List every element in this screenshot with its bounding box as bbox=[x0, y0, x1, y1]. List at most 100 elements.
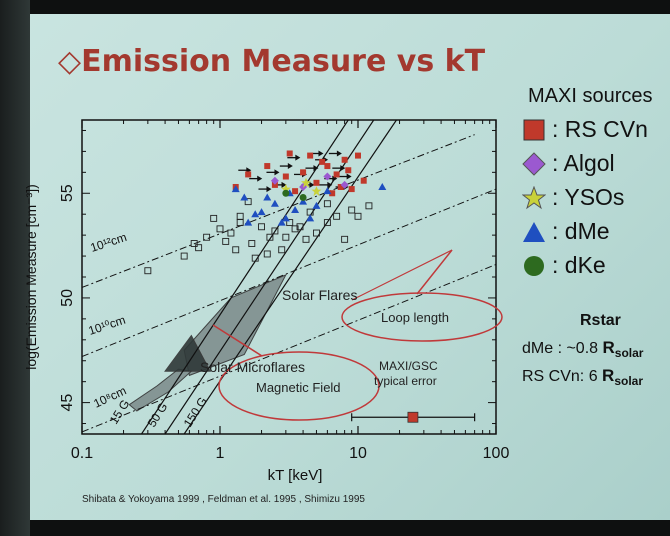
rs-cvn-point bbox=[245, 171, 252, 178]
legend-label: : YSOs bbox=[552, 184, 625, 210]
legend-label: : RS CVn bbox=[552, 116, 648, 142]
region-inner-flare-wedge bbox=[164, 334, 212, 372]
dke-point bbox=[299, 193, 307, 201]
literature-point bbox=[216, 225, 224, 233]
dme-point bbox=[270, 199, 279, 207]
dme-point bbox=[251, 210, 260, 218]
rs-cvn-point bbox=[348, 186, 355, 193]
x-tick-label: 10 bbox=[349, 445, 367, 462]
literature-point bbox=[203, 233, 211, 241]
upper-limit-arrowhead bbox=[287, 163, 293, 170]
dme-point bbox=[257, 208, 266, 216]
loop-length-line-label: 10¹²cm bbox=[89, 230, 129, 255]
legend-title: MAXI sources bbox=[528, 85, 653, 107]
magnetic-field-label: Magnetic Field bbox=[256, 380, 341, 395]
literature-point bbox=[341, 235, 349, 243]
magnetic-field-line-label: 150 G bbox=[181, 394, 210, 429]
dme-point bbox=[231, 185, 240, 193]
legend-label: : dMe bbox=[552, 218, 610, 244]
literature-point bbox=[195, 244, 203, 252]
magnetic-field-ellipse bbox=[218, 351, 380, 421]
literature-point bbox=[271, 227, 279, 235]
dme-point bbox=[312, 201, 321, 209]
upper-limit-arrowhead bbox=[313, 165, 319, 172]
literature-point bbox=[263, 250, 271, 258]
legend-label: : dKe bbox=[552, 252, 606, 278]
rstar-rscvn-text: RS CVn: 6 bbox=[522, 368, 603, 385]
dme-point bbox=[244, 218, 253, 226]
upper-limit-arrowhead bbox=[257, 175, 263, 182]
literature-point bbox=[313, 229, 320, 237]
star-marker-icon bbox=[522, 185, 546, 209]
diamond-bullet-icon: ◇ bbox=[58, 44, 82, 79]
loop-length-pointer bbox=[416, 249, 453, 295]
dme-point bbox=[291, 206, 300, 214]
rs-cvn-point bbox=[313, 179, 320, 186]
upper-limit-arrowhead bbox=[346, 173, 352, 180]
slide-title: ◇Emission Measure vs kT bbox=[58, 44, 485, 79]
dme-point bbox=[378, 182, 387, 190]
upper-limit-arrowhead bbox=[336, 150, 342, 157]
loop-length-line-label: 10¹⁰cm bbox=[87, 313, 128, 338]
upper-limit-arrowhead bbox=[318, 150, 324, 157]
loop-length-label: Loop length bbox=[381, 310, 449, 325]
literature-point bbox=[232, 246, 240, 254]
references: Shibata & Yokoyama 1999 , Feldman et al.… bbox=[82, 494, 365, 505]
literature-point bbox=[236, 219, 244, 227]
dme-point bbox=[323, 187, 332, 195]
legend-item-ysos: : YSOs bbox=[522, 184, 624, 211]
literature-point bbox=[296, 223, 304, 231]
dme-point bbox=[263, 193, 272, 201]
literature-point bbox=[190, 240, 198, 247]
literature-point bbox=[278, 246, 286, 254]
literature-point bbox=[348, 206, 356, 214]
upper-limit-arrowhead bbox=[295, 154, 301, 161]
rs-cvn-point bbox=[300, 169, 307, 176]
rstar-line-rscvn: RS CVn: 6 Rsolar bbox=[522, 366, 643, 388]
x-tick-label: 0.1 bbox=[71, 445, 93, 462]
typical-error-marker bbox=[407, 411, 419, 423]
upper-limit-arrowhead bbox=[332, 175, 338, 182]
projector-edge bbox=[0, 0, 30, 536]
literature-point bbox=[144, 267, 152, 275]
rs-cvn-point bbox=[307, 152, 314, 159]
rs-cvn-point bbox=[324, 163, 331, 170]
literature-point bbox=[323, 200, 331, 208]
solar-flares-label: Solar Flares bbox=[282, 287, 357, 303]
legend-item-dme: : dMe bbox=[522, 218, 610, 245]
rstar-line-dme: dMe : ~0.8 Rsolar bbox=[522, 338, 643, 360]
magnetic-field-line bbox=[141, 120, 349, 434]
rs-cvn-point bbox=[329, 190, 336, 197]
legend-item-dke: : dKe bbox=[522, 252, 606, 279]
literature-point bbox=[286, 219, 294, 227]
algol-point bbox=[340, 180, 349, 189]
rs-cvn-point bbox=[286, 150, 293, 157]
literature-point bbox=[302, 235, 310, 243]
literature-point bbox=[210, 214, 218, 222]
rs-cvn-point bbox=[341, 156, 348, 163]
rstar-dme-text: dMe : ~0.8 bbox=[522, 340, 603, 357]
legend-item-algol: : Algol bbox=[522, 150, 615, 177]
error-label-2: typical error bbox=[374, 374, 437, 388]
legend-item-rscvn: : RS CVn bbox=[522, 116, 648, 143]
literature-point bbox=[227, 229, 235, 237]
rs-cvn-point bbox=[333, 171, 340, 178]
triangle-marker-icon bbox=[523, 221, 545, 242]
rs-cvn-point bbox=[264, 163, 271, 170]
y-axis-label: log(Emission Measure [cm⁻³]) bbox=[23, 184, 39, 370]
rstar-dme-R: R bbox=[602, 338, 615, 357]
upper-limit-arrowhead bbox=[327, 181, 333, 188]
x-tick-label: 100 bbox=[483, 445, 510, 462]
x-tick-label: 1 bbox=[216, 445, 225, 462]
literature-point bbox=[236, 212, 244, 220]
rs-cvn-point bbox=[355, 152, 361, 159]
x-axis-label: kT [keV] bbox=[268, 467, 323, 484]
dme-point bbox=[281, 214, 290, 222]
literature-point bbox=[251, 254, 259, 262]
dke-point bbox=[282, 189, 290, 197]
dme-point bbox=[306, 214, 315, 222]
slide-background bbox=[30, 14, 670, 520]
literature-point bbox=[266, 233, 274, 241]
rstar-rscvn-R: R bbox=[602, 366, 615, 385]
